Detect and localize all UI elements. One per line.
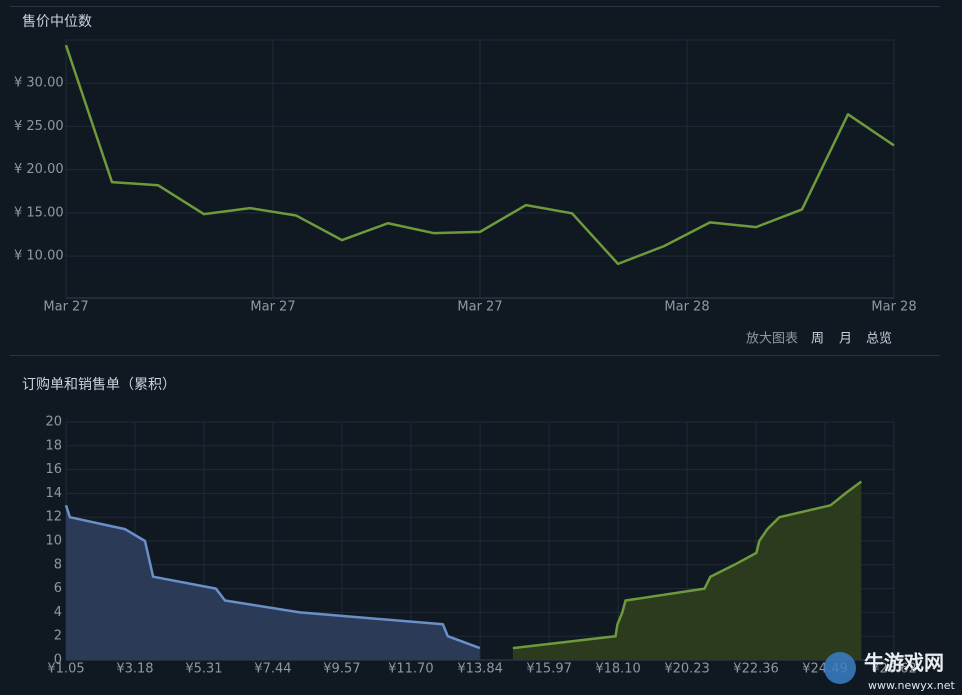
y-tick-label: 12 — [45, 510, 62, 525]
x-tick-label: ¥11.70 — [388, 662, 434, 677]
y-tick-label: ¥ 15.00 — [14, 205, 64, 220]
y-tick-label: ¥ 30.00 — [14, 76, 64, 91]
y-tick-label: 18 — [45, 438, 62, 453]
line — [64, 504, 481, 650]
y-tick-label: 6 — [54, 581, 62, 596]
y-tick-label: 4 — [54, 605, 62, 620]
range-tab[interactable]: 周 — [811, 332, 824, 347]
area — [512, 481, 862, 660]
y-tick-label: 0 — [54, 653, 62, 668]
y-tick-label: 8 — [54, 557, 62, 572]
y-tick-label: ¥ 20.00 — [14, 162, 64, 177]
watermark: 牛游戏网 www.newyx.net — [824, 651, 955, 692]
watermark-name: 牛游戏网 — [864, 651, 944, 675]
x-tick-label: ¥18.10 — [595, 662, 641, 677]
y-tick-label: 14 — [45, 486, 62, 501]
chart-title: 售价中位数 — [22, 14, 92, 30]
x-tick-label: ¥13.84 — [457, 662, 503, 677]
y-tick-label: 10 — [45, 534, 62, 549]
line — [64, 44, 895, 266]
x-tick-label: Mar 27 — [43, 300, 88, 315]
watermark-url: www.newyx.net — [868, 679, 955, 692]
x-tick-label: Mar 27 — [250, 300, 295, 315]
x-tick-label: ¥15.97 — [526, 662, 572, 677]
y-tick-label: ¥ 25.00 — [14, 119, 64, 134]
area — [66, 505, 480, 660]
x-tick-label: ¥7.44 — [254, 662, 291, 677]
x-tick-label: ¥5.31 — [185, 662, 222, 677]
plots: ¥ 10.00 ¥ 15.00 ¥ 20.00 ¥ 25.00 ¥ 30.00 Mar 2… — [14, 39, 917, 677]
line — [512, 480, 863, 650]
x-tick-label: Mar 28 — [664, 300, 709, 315]
x-tick-label: ¥20.23 — [664, 662, 710, 677]
y-tick-label: 20 — [45, 415, 62, 430]
y-tick-label: 16 — [45, 462, 62, 477]
watermark-logo — [824, 652, 856, 684]
x-tick-label: Mar 28 — [871, 300, 916, 315]
x-tick-label: ¥26.62 — [871, 662, 917, 677]
y-tick-label: ¥ 10.00 — [14, 249, 64, 264]
x-tick-label: ¥9.57 — [323, 662, 360, 677]
x-tick-label: Mar 27 — [457, 300, 502, 315]
x-tick-label: ¥22.36 — [733, 662, 779, 677]
x-tick-label: ¥3.18 — [116, 662, 153, 677]
chart-title: 订购单和销售单（累积） — [22, 377, 176, 393]
range-tab[interactable]: 总览 — [866, 331, 892, 347]
y-tick-label: 2 — [54, 629, 62, 644]
range-tab[interactable]: 月 — [839, 332, 852, 347]
zoom-button[interactable]: 放大图表 — [746, 332, 798, 347]
x-tick-label: ¥1.05 — [47, 662, 84, 677]
